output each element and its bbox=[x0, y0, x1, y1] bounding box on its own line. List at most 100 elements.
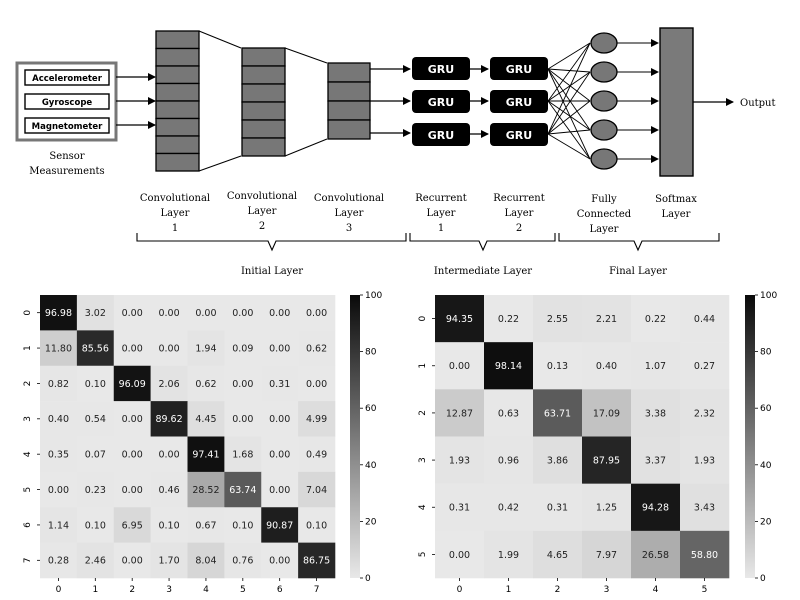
heatmap-cell-label: 90.87 bbox=[266, 520, 293, 531]
heatmap-cell-label: 0.00 bbox=[232, 414, 253, 425]
conv2-label-line2: Layer bbox=[248, 206, 277, 217]
heatmap-cell-label: 0.10 bbox=[158, 520, 179, 531]
heatmap-cell bbox=[582, 342, 632, 390]
heatmap-cell-label: 0.00 bbox=[158, 343, 179, 354]
heatmap-cell bbox=[261, 295, 299, 331]
colorbar-tick-label: 100 bbox=[365, 291, 382, 301]
conv3-label-line1: Convolutional bbox=[314, 193, 384, 204]
heatmap-cell bbox=[680, 530, 730, 579]
heatmap-cell bbox=[533, 530, 583, 579]
heatmap-cell-label: 0.07 bbox=[85, 450, 106, 461]
gru-2-2-label: GRU bbox=[506, 96, 532, 109]
conv1-cell bbox=[155, 30, 200, 50]
heatmap-cell-label: 0.40 bbox=[48, 414, 69, 425]
heatmap-cell-label: 63.74 bbox=[229, 485, 256, 496]
gru-2-3 bbox=[490, 123, 548, 146]
heatmap-cell-label: 0.00 bbox=[306, 379, 327, 390]
heatmap-cell-label: 85.56 bbox=[82, 343, 109, 354]
heatmap-cell bbox=[631, 295, 681, 343]
heatmap-cell bbox=[187, 542, 225, 579]
heatmap-cell-label: 0.42 bbox=[498, 503, 519, 514]
y-tick-label: 0 bbox=[23, 310, 33, 316]
group-initial-label: Initial Layer bbox=[241, 266, 303, 277]
heatmap-cell-label: 0.10 bbox=[232, 520, 253, 531]
heatmap-cell-label: 0.62 bbox=[195, 379, 216, 390]
x-tick-label: 4 bbox=[203, 585, 209, 595]
heatmap-cell bbox=[435, 295, 485, 343]
heatmap-cell bbox=[298, 295, 336, 331]
heatmap-cell-label: 1.07 bbox=[645, 361, 666, 372]
y-tick-label: 5 bbox=[23, 487, 33, 493]
heatmap-cell-label: 58.80 bbox=[691, 550, 718, 561]
rec1-label-line3: 1 bbox=[438, 223, 444, 234]
dense-connection bbox=[547, 100, 591, 160]
heatmap-cell bbox=[113, 330, 151, 367]
heatmap-cell-label: 0.00 bbox=[269, 450, 290, 461]
dense-connection bbox=[547, 133, 591, 160]
heatmap-cell bbox=[76, 365, 115, 402]
heatmap-cell bbox=[187, 436, 225, 473]
heatmap-cell-label: 0.63 bbox=[498, 408, 519, 419]
heatmap-cell-label: 2.55 bbox=[547, 314, 568, 325]
heatmap-cell-label: 0.00 bbox=[269, 308, 290, 319]
heatmap-cell bbox=[261, 365, 299, 402]
heatmap-cell bbox=[484, 295, 534, 343]
dense-connection bbox=[547, 42, 591, 70]
heatmap-cell bbox=[298, 507, 336, 543]
heatmap-cell-label: 0.62 bbox=[306, 343, 327, 354]
heatmap-cell-label: 11.80 bbox=[45, 343, 72, 354]
x-tick-label: 0 bbox=[56, 585, 62, 595]
heatmap-cell-label: 0.00 bbox=[195, 308, 216, 319]
heatmap-cell bbox=[40, 471, 78, 508]
heatmap-cell-label: 94.28 bbox=[642, 503, 669, 514]
colorbar-tick-label: 80 bbox=[365, 348, 377, 358]
conv2-conv3-connector-top bbox=[284, 47, 328, 64]
x-tick-label: 7 bbox=[314, 585, 320, 595]
heatmap-cell bbox=[224, 295, 262, 331]
heatmap-cell bbox=[533, 295, 583, 343]
heatmap-cell bbox=[40, 401, 78, 437]
heatmap-cell bbox=[533, 483, 583, 532]
heatmap-cell-label: 0.28 bbox=[48, 556, 69, 567]
y-tick-label: 3 bbox=[23, 416, 33, 422]
heatmap-cell bbox=[40, 295, 78, 331]
heatmap-cell bbox=[76, 401, 115, 437]
heatmap-cell bbox=[150, 507, 188, 543]
softmax-label-line1: Softmax bbox=[655, 194, 697, 205]
dense-connection bbox=[547, 100, 591, 135]
heatmap-cell-label: 0.96 bbox=[498, 456, 519, 467]
heatmap-cell bbox=[631, 342, 681, 390]
confusion-matrix-left: 96.98 3.02 0.00 0.00 0.00 0.00 0.00 0.00 11.80 85… bbox=[23, 291, 382, 595]
heatmap-cell bbox=[40, 436, 78, 473]
rec1-label-line2: Layer bbox=[427, 208, 456, 219]
heatmap-cell bbox=[680, 436, 730, 484]
heatmap-cell-label: 0.31 bbox=[269, 379, 290, 390]
heatmap-cell-label: 0.00 bbox=[449, 550, 470, 561]
recurrent-layer-2: GRU GRU GRU bbox=[490, 57, 548, 146]
sensor-caption-line1: Sensor bbox=[49, 151, 84, 162]
gru-1-1 bbox=[412, 57, 470, 80]
conv3-label-line2: Layer bbox=[335, 208, 364, 219]
heatmap-cell-label: 0.35 bbox=[48, 450, 69, 461]
heatmap-cell-label: 0.40 bbox=[596, 361, 617, 372]
dense-connection bbox=[547, 71, 591, 102]
heatmap-cell-label: 4.65 bbox=[547, 550, 568, 561]
heatmap-cell bbox=[484, 483, 534, 532]
dense-connection bbox=[547, 129, 591, 135]
conv1-cell bbox=[155, 152, 200, 172]
heatmap-cell bbox=[484, 436, 534, 484]
heatmap-cell-label: 1.70 bbox=[158, 556, 179, 567]
accelerometer-label: Accelerometer bbox=[32, 74, 103, 84]
fc-node bbox=[590, 90, 618, 112]
heatmap-cell-label: 2.06 bbox=[158, 379, 179, 390]
heatmap-cell bbox=[40, 365, 78, 402]
dense-connection bbox=[547, 68, 591, 160]
conv3-cell bbox=[327, 119, 371, 140]
conv1-label-line1: Convolutional bbox=[140, 193, 210, 204]
heatmap-cell-label: 94.35 bbox=[446, 314, 473, 325]
gru-2-3-label: GRU bbox=[506, 129, 532, 142]
colorbar-tick-label: 40 bbox=[365, 461, 377, 471]
heatmap-cell bbox=[680, 389, 730, 437]
